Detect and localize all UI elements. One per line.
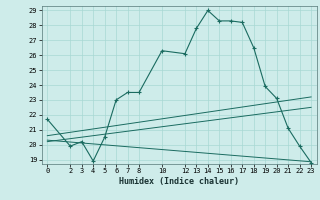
X-axis label: Humidex (Indice chaleur): Humidex (Indice chaleur)	[119, 177, 239, 186]
